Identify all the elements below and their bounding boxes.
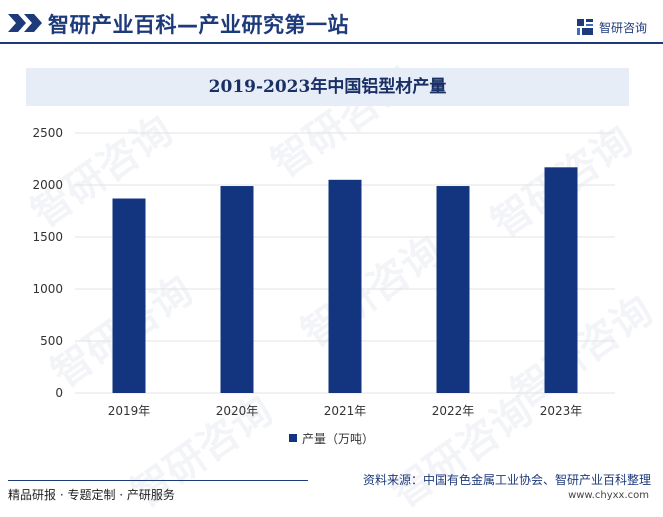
y-tick-label: 2000 — [32, 178, 63, 192]
x-tick-label: 2021年 — [324, 404, 367, 418]
website-link[interactable]: www.chyxx.com — [568, 490, 649, 501]
chart-legend: 产量（万吨） — [0, 430, 663, 446]
bar — [328, 179, 362, 393]
double-chevron-icon — [8, 14, 42, 32]
brand[interactable]: 智研咨询 — [576, 17, 647, 37]
y-tick-label: 500 — [40, 334, 63, 348]
x-tick-label: 2020年 — [216, 404, 259, 418]
y-tick-label: 0 — [55, 386, 63, 400]
y-tick-label: 1500 — [32, 230, 63, 244]
chart-title: 2019-2023年中国铝型材产量 — [208, 77, 447, 97]
brand-name: 智研咨询 — [598, 20, 647, 35]
x-tick-label: 2023年 — [540, 404, 583, 418]
legend-label: 产量（万吨） — [301, 431, 374, 446]
source-note: 资料来源：中国有色金属工业协会、智研产业百科整理 — [362, 473, 651, 487]
y-tick-label: 2500 — [32, 126, 63, 140]
y-tick-label: 1000 — [32, 282, 63, 296]
brand-logo-icon — [576, 19, 593, 35]
x-tick-label: 2019年 — [108, 404, 151, 418]
bar — [436, 186, 470, 393]
page-header: 智研产业百科—产业研究第一站 智研咨询 — [0, 0, 663, 44]
bar — [544, 167, 578, 393]
tagline: 精品研报 · 专题定制 · 产研服务 — [8, 488, 175, 502]
footer-divider — [8, 480, 308, 481]
site-title: 智研产业百科—产业研究第一站 — [48, 13, 349, 37]
bar-chart: 0 500 1000 1500 2000 2500 2019年 2020年 2021年 2022年… — [32, 126, 615, 418]
bar — [112, 198, 146, 393]
bar — [220, 186, 254, 393]
header-divider — [0, 42, 663, 44]
legend-swatch — [288, 434, 297, 442]
x-tick-label: 2022年 — [432, 404, 475, 418]
chart-title-band: 2019-2023年中国铝型材产量 — [26, 68, 629, 106]
